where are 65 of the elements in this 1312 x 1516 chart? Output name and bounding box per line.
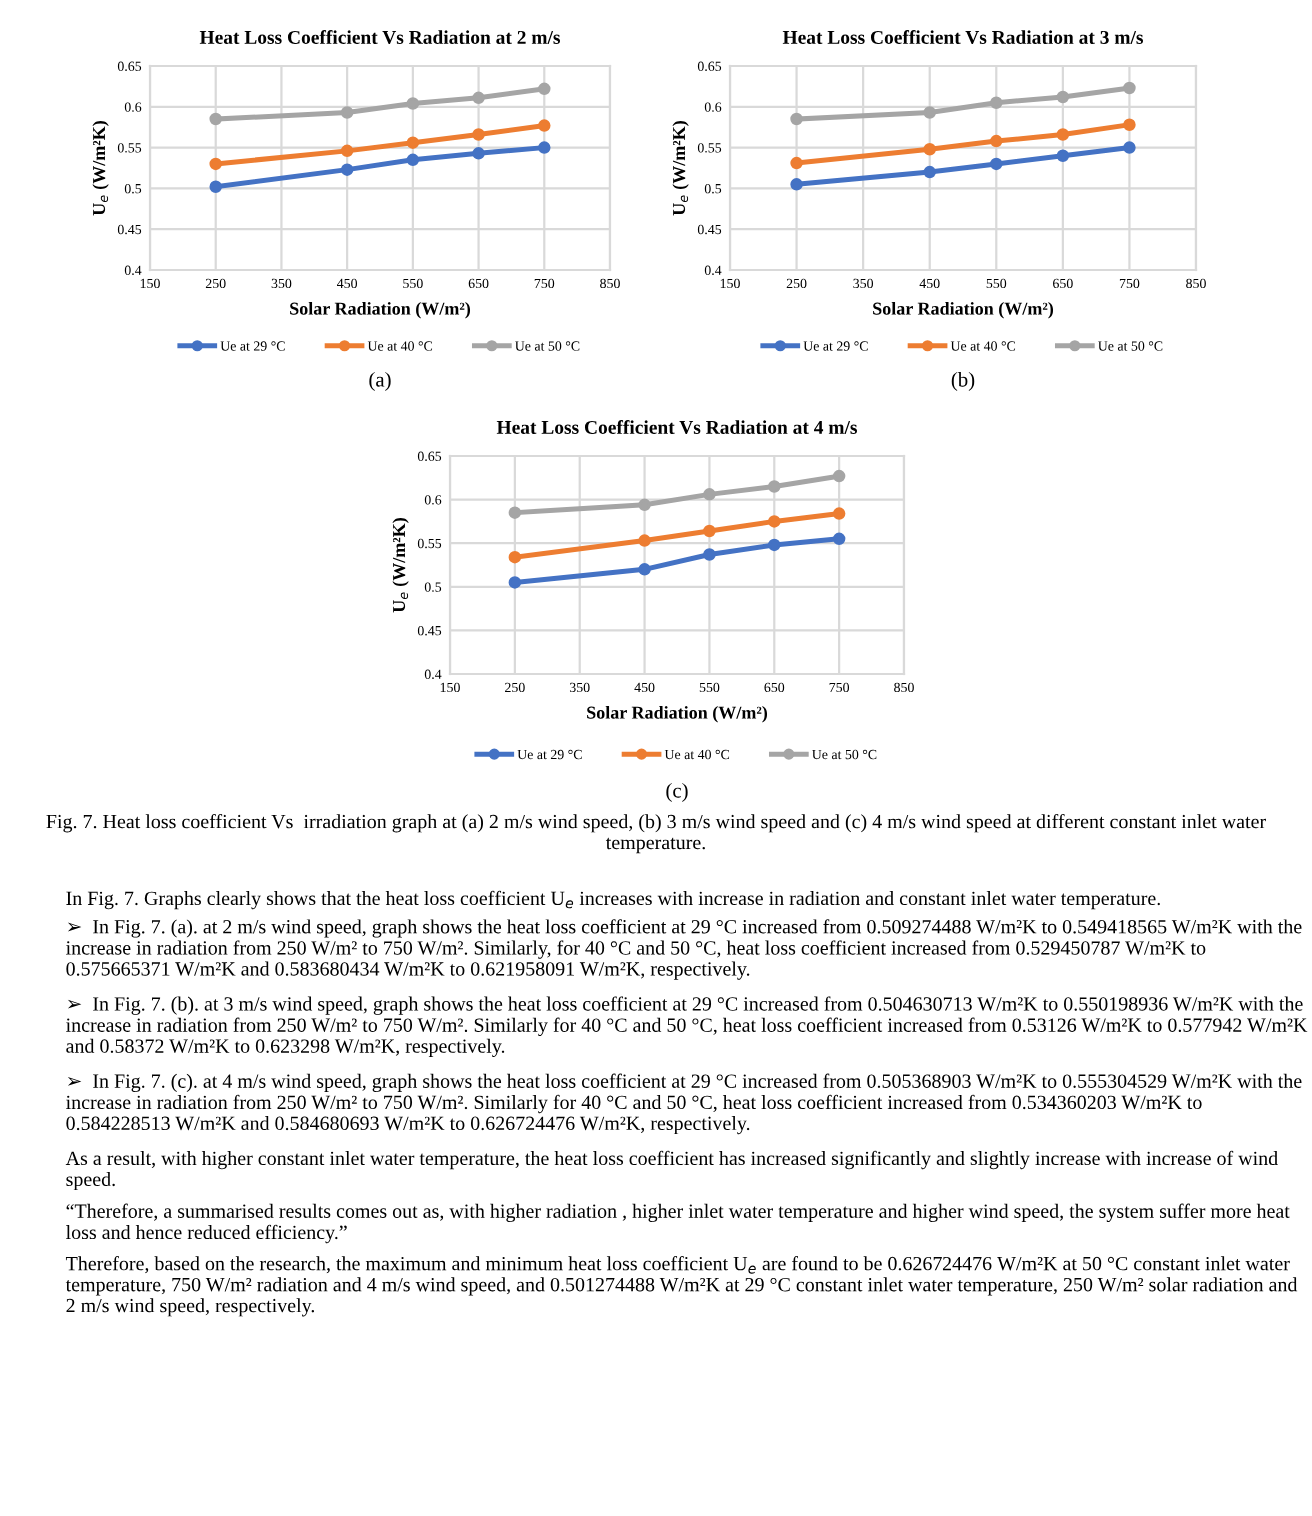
x-axis-title: Solar Radiation (W/m²): [587, 706, 768, 723]
point: [340, 144, 354, 158]
point: [832, 507, 846, 520]
text: Therefore, based on the research, the maximum and minimum heat loss coefficient U$_{e}$ are found to be 0.626724476 W/m²K at 50 °C constant inlet water temperature, 750 W/m² radiation and 4 m/s wind speed, and 0.501274488 W/m²K at 29 °C constant inlet water temperature, 250 W/m² solar radiation and 2 m/s wind speed, respectively.: [65, 1256, 1298, 1317]
text: (b): [951, 372, 975, 391]
text: As a result, with higher constant inlet water temperature, the heat loss coefficient has increased significantly and slightly increase with increase of wind speed.: [65, 1150, 1278, 1191]
y-axis-title: U$_{e}$ (W/m²K): [672, 121, 689, 216]
point: [990, 96, 1003, 109]
point: [832, 532, 846, 546]
point: [703, 548, 716, 561]
point: [790, 178, 803, 191]
chart-title: Heat Loss Coefficient Vs Radiation at 4 m/s: [496, 420, 858, 435]
point: [472, 91, 485, 105]
point: [990, 157, 1003, 171]
text: “Therefore, a summarised results comes out as, with higher radiation , higher inlet water temperature and higher wind speed, the system suffer more heat loss and hence reduced efficiency.”: [66, 1203, 1290, 1244]
point: [508, 576, 522, 589]
point: [990, 134, 1003, 148]
point: [790, 156, 803, 170]
point: [209, 180, 222, 194]
text: In Fig. 7. Graphs clearly shows that the heat loss coefficient U$_{e}$ increases with increase in radiation and constant inlet water temperature.: [66, 890, 1160, 910]
point: [923, 106, 936, 119]
y-axis-title: U$_{e}$ (W/m²K): [392, 518, 409, 613]
y-axis-title: U$_{e}$ (W/m²K): [92, 121, 109, 216]
point: [472, 128, 485, 141]
point: [1123, 141, 1136, 154]
point: [923, 142, 936, 156]
point: [508, 550, 522, 564]
point: [209, 157, 222, 171]
text: ➢ In Fig. 7. (c). at 4 m/s wind speed, graph shows the heat loss coefficient at 29 °C increased from 0.505368903 W/m²K to 0.555304529 W/m²K with the increase in radiation from 250 W/m² to 750 W/m². Similarly for 40 °C and 50 °C, heat loss coefficient increased from 0.534360203 W/m²K to 0.584228513 W/m²K and 0.584680693 W/m²K to 0.626724476 W/m²K, respectively.: [66, 1073, 1302, 1135]
point: [703, 488, 716, 501]
point: [1123, 81, 1136, 95]
chart-title: Heat Loss Coefficient Vs Radiation at 2 m/s: [199, 30, 561, 45]
point: [768, 480, 781, 493]
point: [768, 538, 781, 552]
point: [638, 534, 651, 547]
text: ➢ In Fig. 7. (a). at 2 m/s wind speed, graph shows the heat loss coefficient at 29 °C increased from 0.509274488 W/m²K to 0.549418565 W/m²K with the increase in radiation from 250 W/m² to 750 W/m². Similarly, for 40 °C and 50 °C, heat loss coefficient increased from 0.529450787 W/m²K to 0.575665371 W/m²K and 0.583680434 W/m²K to 0.621958091 W/m²K, respectively.: [66, 919, 1302, 980]
caption: Fig. 7. Heat loss coefficient Vs irradiation graph at (a) 2 m/s wind speed, (b) 3 m/s wind speed and (c) 4 m/s wind speed at different constant inlet water temperature.: [46, 814, 1266, 854]
point: [209, 112, 222, 126]
point: [472, 147, 485, 160]
text: ➢ In Fig. 7. (b). at 3 m/s wind speed, graph shows the heat loss coefficient at 29 °C increased from 0.504630713 W/m²K to 0.550198936 W/m²K with the increase in radiation from 250 W/m² to 750 W/m². Similarly for 40 °C and 50 °C, heat loss coefficient increased from 0.53126 W/m²K to 0.577942 W/m²K and 0.58372 W/m²K to 0.623298 W/m²K, respectively.: [66, 996, 1308, 1057]
point: [1056, 90, 1070, 104]
point: [638, 563, 651, 576]
point: [538, 141, 551, 154]
point: [538, 119, 551, 132]
point: [406, 136, 420, 149]
point: [340, 106, 354, 119]
point: [538, 82, 551, 96]
point: [406, 97, 420, 110]
point: [832, 469, 846, 483]
point: [1056, 128, 1070, 141]
point: [768, 515, 781, 528]
point: [1056, 149, 1070, 163]
text: (c): [666, 783, 688, 802]
x-axis-title: Solar Radiation (W/m²): [873, 302, 1054, 319]
x-axis-title: Solar Radiation (W/m²): [290, 302, 471, 319]
point: [923, 165, 936, 179]
point: [340, 163, 354, 176]
point: [790, 112, 803, 126]
point: [1123, 118, 1136, 131]
point: [638, 498, 651, 512]
point: [703, 524, 716, 538]
point: [406, 153, 420, 167]
chart-title: Heat Loss Coefficient Vs Radiation at 3 m/s: [782, 30, 1144, 45]
text: (a): [369, 372, 391, 391]
point: [508, 506, 522, 519]
